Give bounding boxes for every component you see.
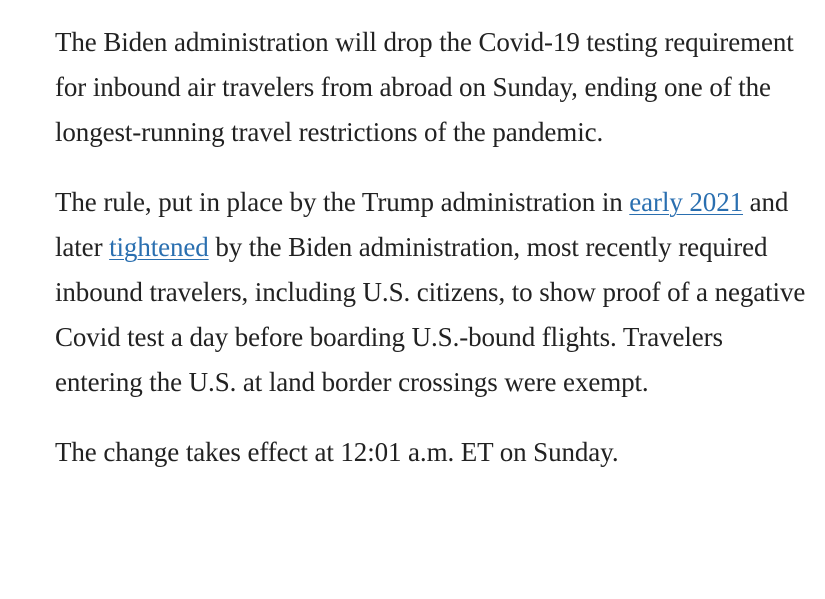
article-body: The Biden administration will drop the C… [55,20,815,500]
paragraph-2-text-b: and later [55,187,789,262]
paragraph-3: The change takes effect at 12:01 a.m. ET… [55,437,619,467]
paragraph-2-text-c: by the Biden administration, most recent… [55,232,806,397]
paragraph-2-text-a: The rule, put in place by the Trump admi… [55,187,630,217]
link-tightened[interactable]: tightened [109,232,209,262]
paragraph-2: The rule, put in place by the Trump admi… [55,180,815,405]
paragraph-1: The Biden administration will drop the C… [55,27,794,147]
link-early-2021[interactable]: early 2021 [629,187,743,217]
